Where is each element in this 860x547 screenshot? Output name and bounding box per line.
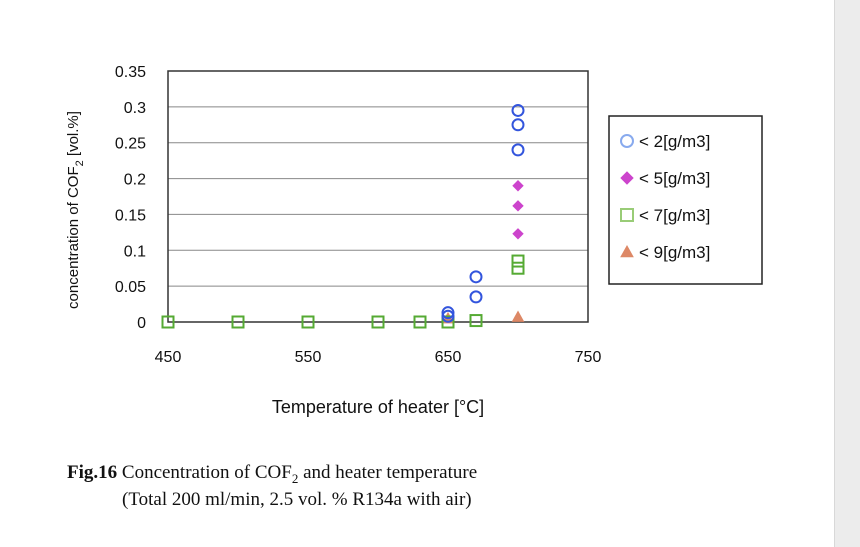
x-tick-label: 750 (575, 349, 602, 366)
y-tick-label: 0.3 (124, 100, 146, 117)
y-tick-label: 0.15 (115, 207, 146, 224)
gridlines (168, 106, 588, 287)
square-point (231, 315, 245, 329)
y-tick-label: 0.1 (124, 243, 146, 260)
y-axis-title: concentration of COF2 [vol.%] (65, 111, 86, 309)
circle-point (469, 270, 483, 284)
diamond-point (512, 228, 524, 240)
legend-box (608, 115, 763, 285)
circle-point (511, 143, 525, 157)
caption-subscript: 2 (291, 470, 299, 486)
scatter-chart: 00.050.10.150.20.250.30.35 450 550 650 750 … (65, 64, 763, 417)
data-marks (161, 103, 525, 329)
caption-line-2: (Total 200 ml/min, 2.5 vol. % R134a with… (122, 489, 472, 510)
square-point (511, 254, 525, 268)
legend-marker-square (620, 208, 634, 222)
legend-marker-triangle (620, 244, 634, 258)
x-axis-title: Temperature of heater [°C] (272, 397, 484, 417)
caption-text: Concentration of COF (117, 462, 292, 483)
square-point (371, 315, 385, 329)
y-tick-label: 0.35 (115, 64, 146, 81)
legend-label: < 5[g/m3] (639, 169, 710, 188)
square-point (413, 315, 427, 329)
legend-label: < 2[g/m3] (639, 132, 710, 151)
square-point (441, 315, 455, 329)
circle-point (511, 118, 525, 132)
square-point (161, 315, 175, 329)
diamond-point (512, 180, 524, 192)
y-tick-label: 0.2 (124, 172, 146, 189)
caption-line-1: Fig.16 Concentration of COF2 and heater … (67, 460, 477, 491)
diamond-point (512, 200, 524, 212)
circle-point (511, 103, 525, 117)
x-tick-label: 550 (295, 349, 322, 366)
plot-area (167, 70, 589, 323)
legend-marker-diamond (620, 171, 634, 185)
y-tick-label: 0.25 (115, 136, 146, 153)
x-tick-label: 650 (435, 349, 462, 366)
y-tick-label: 0 (137, 315, 146, 332)
legend-marker-circle (620, 134, 634, 148)
square-point (469, 314, 483, 328)
y-tick-label: 0.05 (115, 279, 146, 296)
page-edge (834, 0, 860, 547)
square-point (511, 261, 525, 275)
circle-point (469, 290, 483, 304)
legend: < 2[g/m3] < 5[g/m3] < 7[g/m3] < 9[g/m3] (608, 115, 763, 285)
x-tick-labels: 450 550 650 750 (155, 349, 602, 366)
figure-label: Fig.16 (67, 462, 118, 483)
circle-point (441, 306, 455, 320)
caption-text-end: and heater temperature (298, 462, 478, 483)
triangle-point (511, 310, 525, 322)
x-tick-label: 450 (155, 349, 182, 366)
square-point (301, 315, 315, 329)
legend-label: < 9[g/m3] (639, 243, 710, 262)
y-tick-labels: 0 0.05 0.1 0.15 0.2 0.25 0.3 0.35 (115, 64, 146, 332)
legend-label: < 7[g/m3] (639, 206, 710, 225)
circle-point (441, 309, 455, 323)
